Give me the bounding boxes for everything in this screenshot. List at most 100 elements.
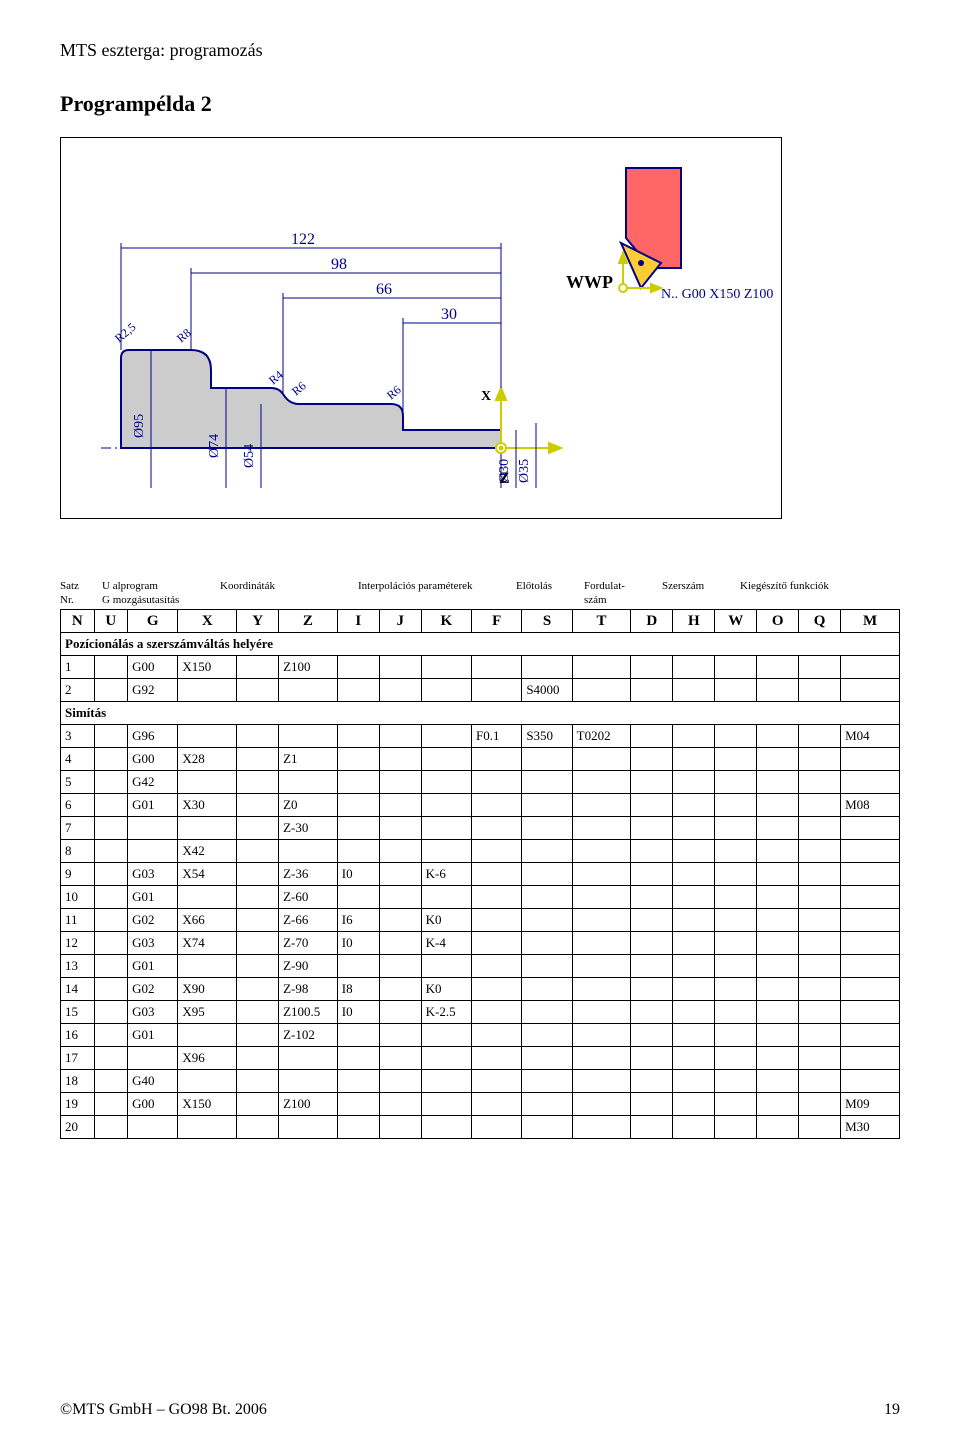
cell-D bbox=[631, 656, 673, 679]
cell-J bbox=[379, 932, 421, 955]
cell-F bbox=[472, 1116, 522, 1139]
cell-Z: Z-98 bbox=[279, 978, 338, 1001]
cell-W bbox=[715, 1001, 757, 1024]
legend-nr: Nr. bbox=[60, 594, 74, 606]
cell-G bbox=[128, 817, 178, 840]
wwp-label: WWP bbox=[566, 272, 613, 292]
cell-Q bbox=[799, 955, 841, 978]
cell-F: F0.1 bbox=[472, 725, 522, 748]
cell-H bbox=[673, 863, 715, 886]
cell-D bbox=[631, 1093, 673, 1116]
legend-table: Satz U alprogram Koordináták Interpoláci… bbox=[60, 579, 837, 607]
cell-D bbox=[631, 794, 673, 817]
footer: ©MTS GmbH – GO98 Bt. 2006 19 bbox=[60, 1401, 900, 1419]
legend-misc: Kiegészítő funkciók bbox=[740, 580, 829, 592]
cell-X: X42 bbox=[178, 840, 237, 863]
cell-H bbox=[673, 886, 715, 909]
cell-G: G03 bbox=[128, 1001, 178, 1024]
cell-J bbox=[379, 863, 421, 886]
cell-I bbox=[337, 1116, 379, 1139]
cell-I bbox=[337, 840, 379, 863]
cell-H bbox=[673, 840, 715, 863]
cell-M bbox=[841, 1047, 900, 1070]
cell-G: G42 bbox=[128, 771, 178, 794]
cell-O bbox=[757, 725, 799, 748]
cell-Y bbox=[237, 909, 279, 932]
cell-O bbox=[757, 955, 799, 978]
cell-J bbox=[379, 656, 421, 679]
cell-D bbox=[631, 1047, 673, 1070]
cell-N: 5 bbox=[61, 771, 95, 794]
cell-M bbox=[841, 932, 900, 955]
cell-K bbox=[421, 725, 471, 748]
cell-S bbox=[522, 1070, 572, 1093]
cell-D bbox=[631, 886, 673, 909]
page-header: MTS eszterga: programozás bbox=[60, 40, 900, 61]
cell-J bbox=[379, 1001, 421, 1024]
col-N: N bbox=[61, 610, 95, 633]
cell-K: K-2.5 bbox=[421, 1001, 471, 1024]
cell-W bbox=[715, 840, 757, 863]
cell-T bbox=[572, 1116, 631, 1139]
cell-O bbox=[757, 817, 799, 840]
cell-I bbox=[337, 794, 379, 817]
cell-Q bbox=[799, 817, 841, 840]
cell-T bbox=[572, 771, 631, 794]
cell-Y bbox=[237, 886, 279, 909]
cell-I bbox=[337, 886, 379, 909]
cell-T bbox=[572, 1070, 631, 1093]
cell-F bbox=[472, 863, 522, 886]
cell-D bbox=[631, 771, 673, 794]
cell-Z: Z-70 bbox=[279, 932, 338, 955]
cell-G: G92 bbox=[128, 679, 178, 702]
cell-S bbox=[522, 656, 572, 679]
cell-N: 7 bbox=[61, 817, 95, 840]
legend-coord: Koordináták bbox=[220, 580, 275, 592]
cell-S bbox=[522, 794, 572, 817]
cell-G: G00 bbox=[128, 656, 178, 679]
cell-Y bbox=[237, 955, 279, 978]
cell-K bbox=[421, 1093, 471, 1116]
cell-F bbox=[472, 1047, 522, 1070]
cell-Z bbox=[279, 771, 338, 794]
cell-M bbox=[841, 1001, 900, 1024]
cell-S bbox=[522, 748, 572, 771]
cell-K bbox=[421, 886, 471, 909]
cell-Z bbox=[279, 1047, 338, 1070]
tool-icon bbox=[619, 168, 681, 292]
cell-O bbox=[757, 978, 799, 1001]
cell-Z bbox=[279, 725, 338, 748]
cell-F bbox=[472, 978, 522, 1001]
cell-Y bbox=[237, 1116, 279, 1139]
cell-N: 1 bbox=[61, 656, 95, 679]
cell-K bbox=[421, 1024, 471, 1047]
cell-D bbox=[631, 679, 673, 702]
cell-I: I6 bbox=[337, 909, 379, 932]
cell-S bbox=[522, 840, 572, 863]
cell-I bbox=[337, 1047, 379, 1070]
legend-satz: Satz bbox=[60, 580, 79, 592]
cell-X: X150 bbox=[178, 656, 237, 679]
cell-I bbox=[337, 771, 379, 794]
cell-W bbox=[715, 909, 757, 932]
cell-F bbox=[472, 679, 522, 702]
cell-Y bbox=[237, 840, 279, 863]
cell-S bbox=[522, 1024, 572, 1047]
cell-Y bbox=[237, 1001, 279, 1024]
cell-F bbox=[472, 1070, 522, 1093]
cell-Q bbox=[799, 771, 841, 794]
cell-H bbox=[673, 748, 715, 771]
cell-G: G02 bbox=[128, 909, 178, 932]
cell-X bbox=[178, 725, 237, 748]
cell-X: X66 bbox=[178, 909, 237, 932]
cell-Y bbox=[237, 1047, 279, 1070]
cell-J bbox=[379, 909, 421, 932]
section-row: Simítás bbox=[61, 702, 900, 725]
cell-U bbox=[94, 1024, 128, 1047]
cell-Q bbox=[799, 748, 841, 771]
dim-122: 122 bbox=[291, 231, 315, 248]
cell-F bbox=[472, 955, 522, 978]
cell-Q bbox=[799, 886, 841, 909]
cell-K bbox=[421, 794, 471, 817]
col-Y: Y bbox=[237, 610, 279, 633]
